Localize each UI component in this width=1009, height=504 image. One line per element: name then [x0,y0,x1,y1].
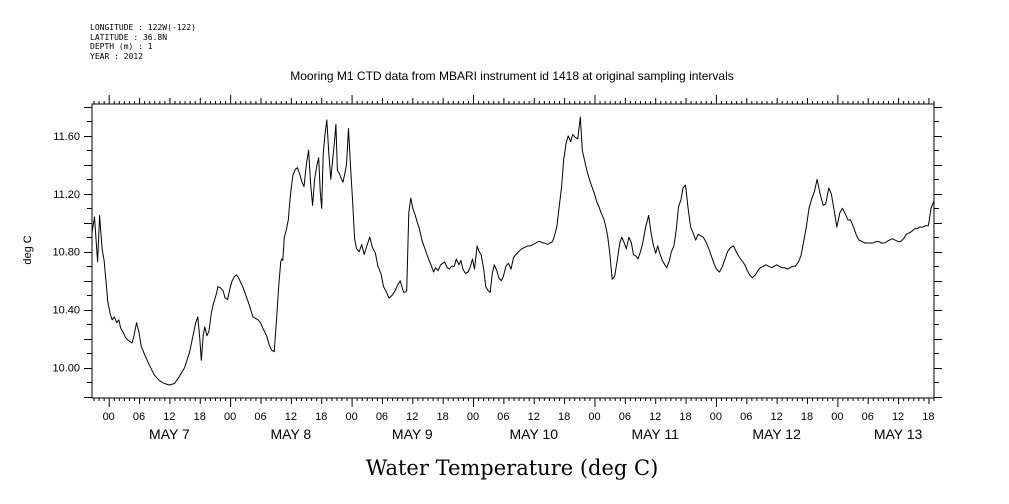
x-tick-label: 18 [315,411,327,423]
x-day-label: MAY 12 [752,426,801,442]
x-day-label: MAY 8 [270,426,311,442]
x-tick-label: 00 [831,411,843,423]
x-axis-label: Water Temperature (deg C) [366,456,659,480]
x-tick-label: 18 [558,411,570,423]
chart-title: Mooring M1 CTD data from MBARI instrumen… [290,69,734,83]
y-tick-labels: 10.00 10.40 10.80 11.20 11.60 [52,131,80,375]
y-tick-label: 10.00 [52,363,80,375]
x-tick-label: 12 [406,411,418,423]
x-tick-label: 06 [619,411,631,423]
x-tick-label: 00 [710,411,722,423]
x-tick-label: 00 [588,411,600,423]
x-tick-label: 06 [497,411,509,423]
y-tick-label: 11.20 [53,189,80,201]
x-day-label: MAY 7 [149,426,190,442]
x-tick-label: 00 [224,411,236,423]
x-tick-label: 06 [376,411,388,423]
plot-frame [91,103,935,399]
x-tick-label: 06 [862,411,874,423]
meta-depth: DEPTH (m) : 1 [90,42,153,51]
x-day-labels: MAY 7 MAY 8 MAY 9 MAY 10 MAY 11 MAY 12 MAY 13 [149,426,922,442]
x-tick-label: 06 [254,411,266,423]
x-day-label: MAY 10 [509,426,558,442]
x-tick-label: 00 [103,411,115,423]
x-tick-label: 12 [892,411,904,423]
x-tick-label: 12 [771,411,783,423]
x-tick-label: 18 [679,411,691,423]
meta-longitude: LONGITUDE : 122W(-122) [90,23,196,32]
x-tick-label: 00 [467,411,479,423]
x-day-label: MAY 11 [631,426,679,442]
x-tick-label: 18 [922,411,934,423]
x-tick-label: 06 [133,411,145,423]
x-tick-label: 12 [649,411,661,423]
x-tick-label: 12 [163,411,175,423]
x-tick-label: 18 [437,411,449,423]
x-tick-label: 12 [285,411,297,423]
x-tick-label: 06 [740,411,752,423]
y-tick-label: 11.60 [53,131,80,143]
y-axis-label: deg C [22,235,34,264]
x-tick-label: 12 [528,411,540,423]
y-tick-label: 10.80 [52,247,80,259]
x-tick-label: 18 [801,411,813,423]
metadata-block: LONGITUDE : 122W(-122) LATITUDE : 36.8N … [90,23,196,61]
axis-ticks [84,95,942,407]
x-tick-label: 00 [345,411,357,423]
x-day-label: MAY 9 [392,426,433,442]
x-tick-label: 18 [194,411,206,423]
meta-year: YEAR : 2012 [90,51,143,61]
y-tick-label: 10.40 [52,305,80,317]
water-temperature-line [91,116,935,386]
x-tick-labels: 00 06 12 18 00 06 12 18 00 06 12 18 00 06 12 18 00 06 12 18… [103,411,935,423]
meta-latitude: LATITUDE : 36.8N [90,32,168,42]
x-day-label: MAY 13 [874,426,923,442]
